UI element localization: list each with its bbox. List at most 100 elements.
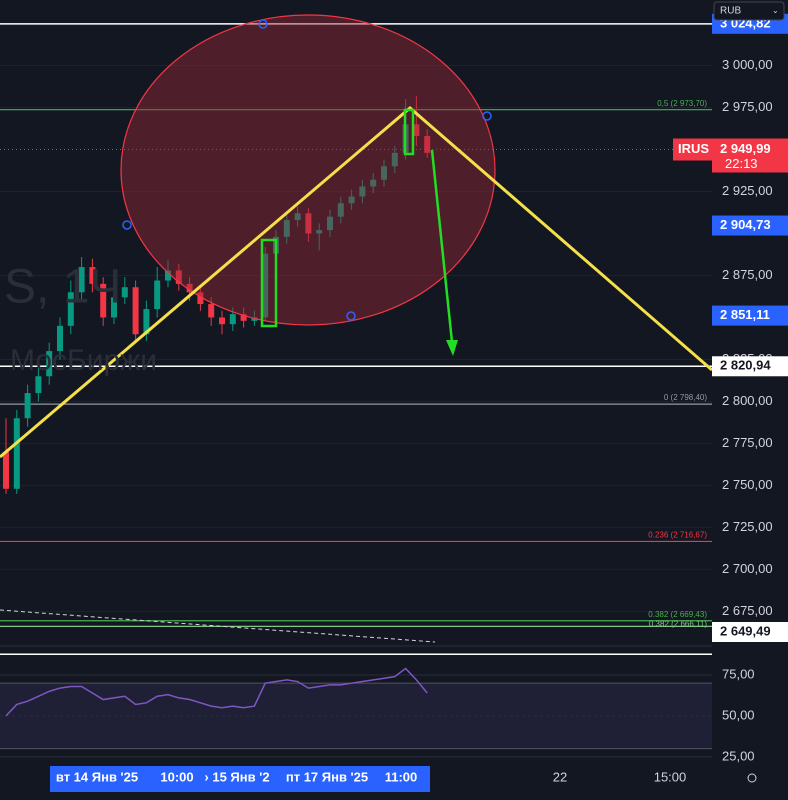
price-badge xyxy=(712,215,788,236)
handle[interactable] xyxy=(482,111,492,121)
time-range-highlight xyxy=(50,766,430,792)
price-badge xyxy=(712,622,788,642)
arrow-head xyxy=(446,340,458,356)
candle-body xyxy=(143,309,150,335)
ellipse xyxy=(120,14,496,326)
price-badge-label: 2 820,94 xyxy=(720,358,771,373)
candle-body xyxy=(3,451,9,489)
candle-body xyxy=(13,418,20,489)
candle-body xyxy=(381,166,387,180)
drawings xyxy=(0,14,713,643)
price-badge-label: 2 904,73 xyxy=(720,217,771,232)
candle-body xyxy=(132,287,139,335)
x-tick-label: пт 17 Янв '25 xyxy=(286,769,368,784)
y-tick-label: 2 800,00 xyxy=(722,393,773,408)
candle-body xyxy=(78,267,85,293)
handle[interactable] xyxy=(258,19,268,29)
candle-body xyxy=(316,230,323,234)
y-tick-label: 2 750,00 xyxy=(722,477,773,492)
price-badge xyxy=(712,356,788,377)
candle-body xyxy=(46,351,53,377)
arrow xyxy=(430,149,454,343)
x-tick-label: 10:00 xyxy=(160,769,193,784)
y-tick-label: 2 675,00 xyxy=(722,603,773,618)
rsi-tick-label: 25,00 xyxy=(722,748,755,763)
candle-body xyxy=(208,304,215,318)
y-tick-label: 2 925,00 xyxy=(722,183,773,198)
candle-body xyxy=(165,270,171,281)
settings-icon[interactable] xyxy=(747,773,757,783)
symbol: IRUS xyxy=(678,141,709,156)
price-badge-label: 2 649,49 xyxy=(720,623,771,638)
candle-body xyxy=(348,196,355,204)
y-tick-label: 2 775,00 xyxy=(722,435,773,450)
watermark: S, 1Ч xyxy=(4,261,121,314)
fib-label: 0,5 (2 973,70) xyxy=(657,99,707,108)
candle-body xyxy=(251,317,258,321)
candle-body xyxy=(154,280,161,310)
x-tick-label: 22 xyxy=(553,769,567,784)
price-badge-label: 2 851,11 xyxy=(720,307,770,322)
candle-body xyxy=(35,376,42,394)
y-tick-label: 2 700,00 xyxy=(722,561,773,576)
candle-body xyxy=(370,179,377,187)
rsi-line xyxy=(5,667,428,717)
candle-body xyxy=(327,216,333,231)
countdown: 22:13 xyxy=(725,156,758,171)
y-tick-label: 2 975,00 xyxy=(722,99,773,114)
fib-label: 0.236 (2 716,67) xyxy=(648,531,707,540)
watermark: МосБиржи xyxy=(10,344,157,377)
currency-select[interactable] xyxy=(713,1,785,21)
price-badge xyxy=(712,305,788,326)
time-axis: вт 14 Янв '25 10:00 › 15 Янв '2 пт 17 Янв '… xyxy=(56,769,686,784)
candle-body xyxy=(121,287,128,298)
candle-body xyxy=(229,314,236,325)
candle-body xyxy=(283,220,290,237)
main-pane: 0,5 (2 973,70) 0 (2 798,40) 0.236 (2 716,6… xyxy=(0,23,712,656)
candle-body xyxy=(89,267,96,284)
candle-body xyxy=(24,393,31,419)
trend-lines xyxy=(0,106,713,459)
fib-label: 0 (2 798,40) xyxy=(664,393,707,402)
x-tick-label: 11:00 xyxy=(385,769,418,784)
candle-body xyxy=(359,186,366,197)
y-tick-label: 2 875,00 xyxy=(722,267,773,282)
candle-body xyxy=(219,317,225,325)
x-tick-label: 15:00 xyxy=(654,769,687,784)
candle-body xyxy=(57,325,63,352)
box xyxy=(403,108,415,156)
handle[interactable] xyxy=(122,220,132,230)
candle-body xyxy=(391,152,398,167)
last-price-label: 2 949,99 xyxy=(720,141,771,156)
dashed-line xyxy=(0,609,436,643)
candle-body xyxy=(197,292,204,305)
candle-body xyxy=(305,213,312,234)
candle-body xyxy=(175,270,182,284)
candle-body xyxy=(100,283,107,318)
fib-label: 0.382 (2 669,43) xyxy=(648,610,707,619)
candle-body xyxy=(337,203,344,217)
candle-body xyxy=(111,297,117,318)
candle-body xyxy=(424,136,431,153)
box xyxy=(260,238,278,328)
handle[interactable] xyxy=(346,311,356,321)
candle-body xyxy=(186,283,193,293)
rsi-tick-label: 50,00 xyxy=(722,707,755,722)
candle-body xyxy=(262,253,269,318)
candle-body xyxy=(67,292,74,326)
last-price-badge xyxy=(712,138,788,173)
fib-label: 0.382 (2 666,11) xyxy=(649,619,707,628)
y-tick-label: 3 000,00 xyxy=(722,57,773,72)
candle-body xyxy=(413,124,420,137)
dropdown-icon: ⌄ xyxy=(772,6,779,15)
candle-body xyxy=(240,314,247,321)
price-axis: 3 000,002 975,002 925,002 875,002 825,00… xyxy=(712,13,788,763)
rsi-pane xyxy=(0,667,712,758)
x-tick-label: вт 14 Янв '25 xyxy=(56,769,138,784)
candle-body xyxy=(294,213,301,221)
symbol-tag xyxy=(673,138,712,161)
y-tick-label: 2 725,00 xyxy=(722,519,773,534)
x-tick-label: › 15 Янв '2 xyxy=(204,769,269,784)
